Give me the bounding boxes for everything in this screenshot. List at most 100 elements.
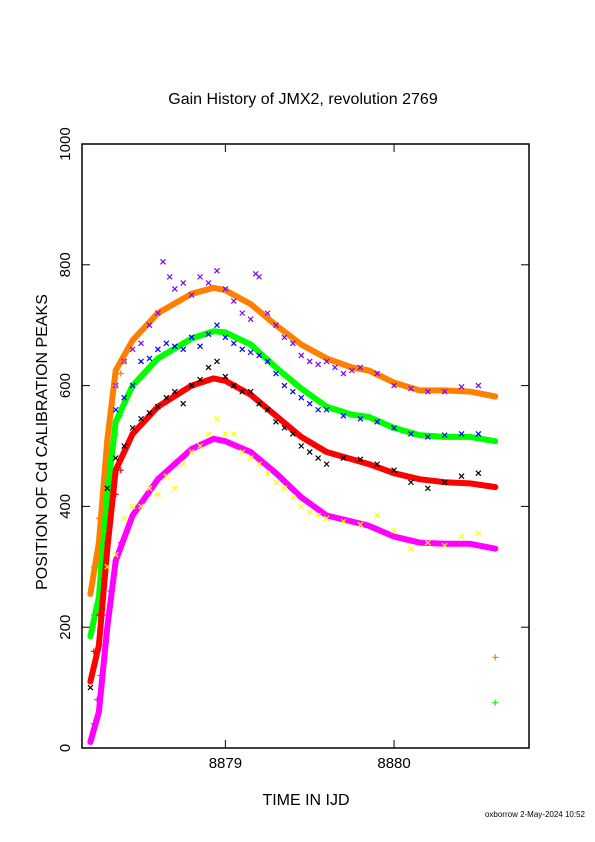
x-marker-point — [256, 461, 263, 468]
plus-marker-point — [112, 382, 119, 389]
x-tick-label: 8880 — [377, 755, 410, 772]
x-marker-point — [289, 340, 296, 347]
series-9 — [90, 412, 499, 706]
x-marker-point — [197, 443, 203, 449]
x-marker-point — [264, 470, 271, 477]
x-marker-point — [188, 449, 195, 455]
x-marker-point — [121, 394, 128, 401]
x-marker-point — [138, 340, 144, 347]
x-marker-point — [391, 382, 397, 389]
plus-marker-point — [117, 412, 124, 419]
x-marker-point — [323, 406, 330, 413]
y-tick-label: 1000 — [57, 127, 74, 160]
plus-marker-point — [107, 587, 114, 594]
series-6 — [87, 358, 482, 691]
x-marker-point — [424, 434, 431, 440]
x-marker-point — [332, 364, 338, 371]
x-marker-point — [112, 551, 119, 558]
x-marker-point — [222, 334, 229, 341]
plus-marker-point — [90, 720, 97, 727]
x-marker-point — [180, 346, 187, 353]
plus-marker-point — [94, 696, 101, 703]
x-marker-point — [441, 479, 448, 486]
series-2 — [87, 375, 499, 685]
x-marker-point — [391, 527, 397, 534]
series-4 — [112, 258, 482, 395]
y-tick-label: 200 — [57, 615, 74, 640]
x-marker-point — [315, 406, 322, 413]
x-marker-point — [298, 443, 305, 449]
x-marker-point — [323, 358, 330, 365]
plus-marker-point — [90, 612, 97, 619]
x-marker-point — [239, 449, 246, 455]
x-marker-point — [247, 316, 254, 323]
x-marker-point — [197, 376, 203, 383]
x-marker-point — [306, 358, 313, 365]
x-marker-point — [146, 485, 153, 492]
x-marker-point — [374, 418, 381, 425]
x-marker-point — [112, 406, 119, 413]
x-marker-point — [424, 539, 431, 546]
plus-marker-point — [107, 515, 114, 522]
x-marker-point — [129, 424, 136, 431]
plus-marker-point — [90, 563, 97, 570]
x-marker-point — [357, 456, 364, 463]
plus-marker-point — [492, 699, 499, 706]
x-marker-point — [247, 455, 254, 462]
x-marker-point — [163, 394, 170, 401]
axis-ticks: 0 200 400 600 800 1000 8879 8880 — [57, 127, 529, 772]
plus-marker-point — [121, 358, 128, 365]
x-marker-point — [458, 533, 465, 540]
x-marker-point — [273, 479, 279, 486]
x-marker-point — [154, 310, 161, 317]
x-marker-point — [281, 424, 288, 431]
x-marker-point — [188, 292, 195, 298]
footer-timestamp: oxborrow 2-May-2024 10:52 — [484, 810, 585, 819]
x-marker-point — [146, 322, 153, 329]
plus-marker-point — [117, 467, 124, 474]
series-10 — [90, 467, 124, 655]
x-marker-point — [180, 279, 187, 286]
x-marker-point — [129, 503, 136, 510]
plus-marker-point — [112, 491, 119, 498]
plus-marker-point — [107, 406, 114, 413]
x-tick-label: 8879 — [209, 755, 242, 772]
x-marker-point — [273, 370, 279, 377]
x-marker-point — [458, 383, 465, 390]
x-marker-point — [323, 461, 330, 468]
plus-marker-point — [104, 612, 111, 619]
x-marker-point — [247, 388, 254, 395]
plus-marker-point — [112, 430, 119, 437]
plus-marker-point — [100, 642, 107, 649]
x-marker-point — [475, 470, 482, 477]
x-marker-point — [315, 455, 322, 462]
plus-marker-point — [97, 672, 104, 679]
x-marker-point — [171, 388, 178, 395]
x-marker-point — [214, 267, 220, 274]
x-marker-point — [112, 455, 119, 462]
plus-marker-point — [117, 539, 124, 546]
x-marker-point — [180, 461, 187, 468]
plus-marker-point — [95, 515, 102, 522]
x-marker-point — [197, 273, 203, 280]
series-line — [87, 435, 499, 745]
x-marker-point — [424, 485, 431, 492]
series-3 — [87, 435, 499, 745]
plus-marker-point — [100, 473, 107, 480]
x-marker-point — [256, 352, 263, 359]
plus-marker-point — [95, 612, 102, 619]
x-marker-point — [374, 370, 381, 377]
x-marker-point — [264, 358, 271, 365]
x-marker-point — [214, 322, 220, 329]
x-marker-point — [138, 503, 144, 510]
x-marker-point — [408, 545, 414, 552]
x-marker-point — [408, 479, 414, 486]
series-7 — [104, 415, 482, 570]
x-marker-point — [408, 430, 414, 437]
x-marker-point — [374, 512, 381, 519]
x-axis-label: TIME IN IJD — [262, 792, 349, 809]
x-marker-point — [357, 364, 364, 371]
x-marker-point — [424, 388, 431, 395]
x-marker-point — [340, 518, 347, 525]
